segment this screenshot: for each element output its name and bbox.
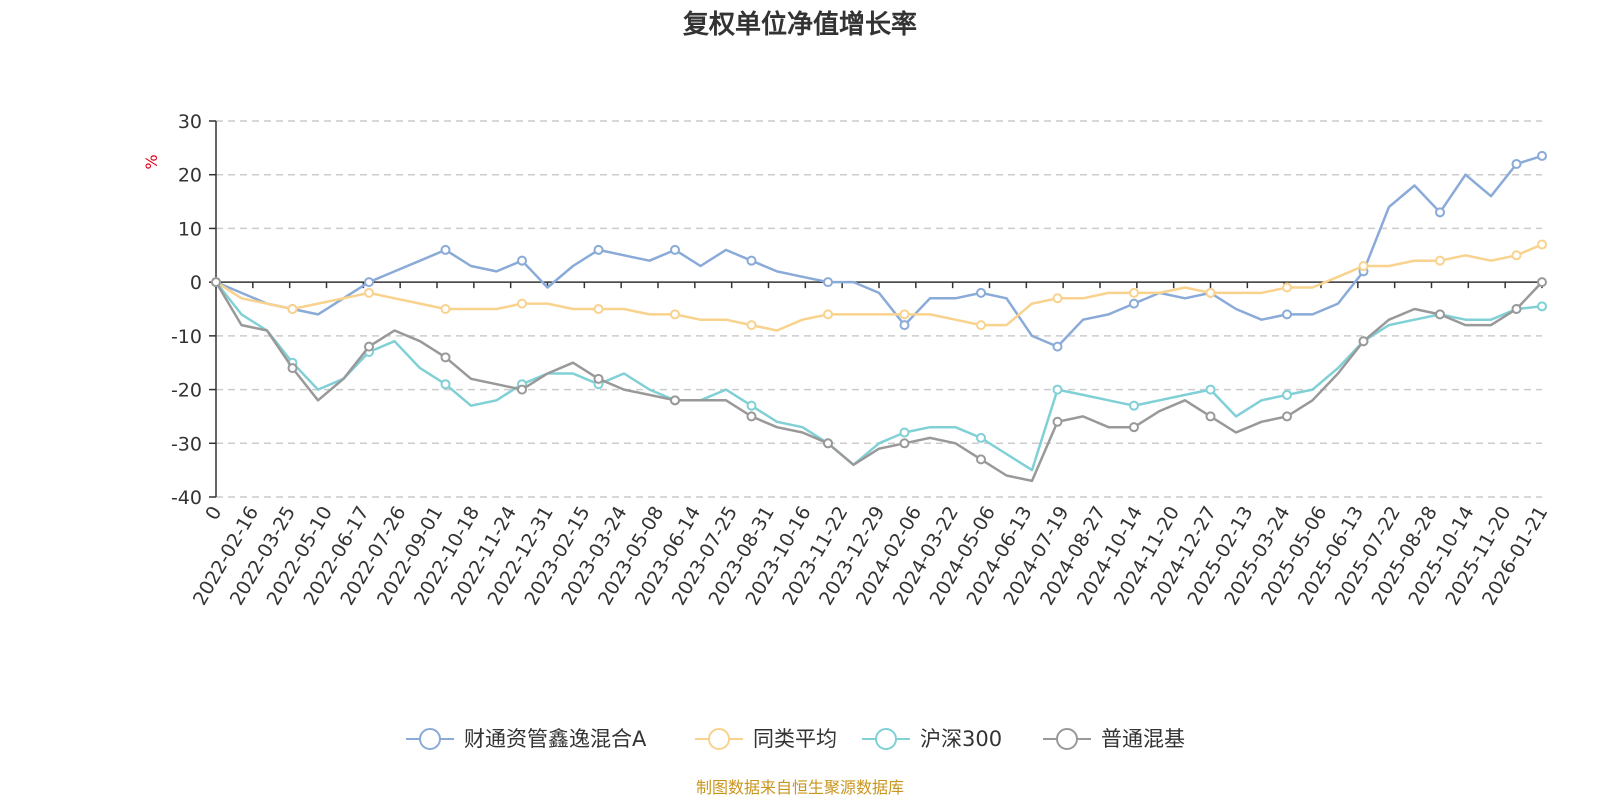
data-point bbox=[1129, 287, 1139, 298]
y-tick-label: 30 bbox=[178, 111, 202, 133]
y-axis: 30 20 10 0 -10 -20 -30 -40 bbox=[171, 111, 217, 509]
series-lines bbox=[211, 150, 1547, 483]
data-point bbox=[517, 255, 527, 266]
data-point bbox=[976, 454, 986, 465]
legend-label: 普通混基 bbox=[1101, 727, 1185, 751]
data-point bbox=[976, 320, 986, 331]
data-point bbox=[593, 373, 604, 384]
legend-marker bbox=[875, 728, 897, 750]
data-point bbox=[746, 400, 757, 411]
data-point bbox=[517, 298, 527, 309]
data-point bbox=[1511, 158, 1522, 169]
data-point bbox=[1282, 282, 1292, 293]
data-point bbox=[1537, 277, 1547, 288]
data-point bbox=[1358, 261, 1369, 272]
data-point bbox=[1205, 411, 1216, 422]
data-point bbox=[440, 379, 451, 390]
data-point bbox=[670, 395, 680, 406]
data-point bbox=[823, 277, 833, 288]
data-point bbox=[899, 309, 910, 320]
data-point bbox=[1358, 336, 1369, 347]
data-point bbox=[593, 304, 604, 314]
data-point bbox=[976, 287, 986, 298]
data-point bbox=[1537, 301, 1547, 312]
data-point bbox=[746, 320, 757, 331]
data-point bbox=[1052, 384, 1063, 395]
series-0 bbox=[211, 150, 1547, 352]
data-point bbox=[1511, 304, 1522, 314]
data-point bbox=[1205, 384, 1216, 395]
data-point bbox=[899, 427, 910, 438]
data-point bbox=[1537, 239, 1547, 250]
data-point bbox=[593, 244, 604, 255]
x-tick-label: 0 bbox=[201, 503, 226, 524]
legend-item-1: 同类平均 bbox=[695, 727, 837, 751]
legend-label: 财通资管鑫逸混合A bbox=[464, 727, 647, 751]
series-line bbox=[214, 281, 1543, 483]
y-axis-unit: % bbox=[142, 154, 161, 169]
data-point bbox=[440, 304, 451, 314]
legend-marker bbox=[1056, 728, 1078, 750]
y-tick-label: -10 bbox=[171, 326, 202, 348]
legend-label: 同类平均 bbox=[753, 727, 837, 751]
data-point bbox=[287, 304, 298, 314]
data-point bbox=[287, 363, 298, 374]
y-tick-label: -20 bbox=[171, 380, 202, 402]
legend-item-0: 财通资管鑫逸混合A bbox=[406, 727, 647, 751]
chart-title: 复权单位净值增长率 bbox=[683, 9, 917, 40]
series-line bbox=[215, 154, 1543, 348]
data-point bbox=[746, 411, 757, 422]
legend-marker bbox=[708, 728, 730, 750]
data-point bbox=[440, 352, 451, 363]
data-point bbox=[1052, 416, 1063, 427]
data-point bbox=[1282, 309, 1292, 320]
series-line bbox=[215, 243, 1543, 332]
y-tick-label: 10 bbox=[178, 218, 202, 240]
data-point bbox=[364, 277, 374, 288]
legend-marker bbox=[419, 728, 441, 750]
legend-label: 沪深300 bbox=[920, 727, 1002, 751]
data-point bbox=[364, 341, 374, 352]
data-point bbox=[1282, 389, 1292, 400]
data-point bbox=[899, 320, 910, 331]
data-point bbox=[211, 277, 221, 288]
data-point bbox=[670, 244, 680, 255]
legend-item-3: 普通混基 bbox=[1043, 727, 1185, 751]
data-point bbox=[440, 244, 451, 255]
data-point bbox=[1052, 341, 1063, 352]
data-point bbox=[1537, 150, 1547, 161]
data-point bbox=[1282, 411, 1292, 422]
y-tick-label: 0 bbox=[190, 272, 202, 294]
data-point bbox=[1435, 309, 1445, 320]
data-point bbox=[1129, 298, 1139, 309]
legend-item-2: 沪深300 bbox=[862, 727, 1002, 751]
data-point bbox=[670, 309, 680, 320]
data-point bbox=[1435, 255, 1445, 266]
data-point bbox=[823, 438, 833, 449]
y-tick-label: 20 bbox=[178, 165, 202, 187]
y-tick-label: -40 bbox=[171, 487, 202, 509]
y-tick-label: -30 bbox=[171, 433, 202, 455]
grid-lines bbox=[216, 120, 1542, 498]
data-point bbox=[1435, 207, 1445, 218]
data-point bbox=[899, 438, 910, 449]
data-point bbox=[1129, 422, 1139, 433]
series-2 bbox=[211, 277, 1547, 472]
data-point bbox=[1205, 287, 1216, 298]
series-line bbox=[215, 281, 1543, 472]
series-3 bbox=[211, 277, 1547, 483]
data-point bbox=[823, 309, 833, 320]
data-point bbox=[517, 384, 527, 395]
data-point bbox=[364, 287, 374, 298]
data-point bbox=[976, 432, 986, 443]
data-point bbox=[1511, 250, 1522, 261]
data-point bbox=[746, 255, 757, 266]
data-point bbox=[1129, 400, 1139, 411]
data-point bbox=[1052, 293, 1063, 304]
legend: 财通资管鑫逸混合A 同类平均 沪深300 普通混基 bbox=[406, 727, 1185, 751]
source-note: 制图数据来自恒生聚源数据库 bbox=[696, 778, 904, 797]
